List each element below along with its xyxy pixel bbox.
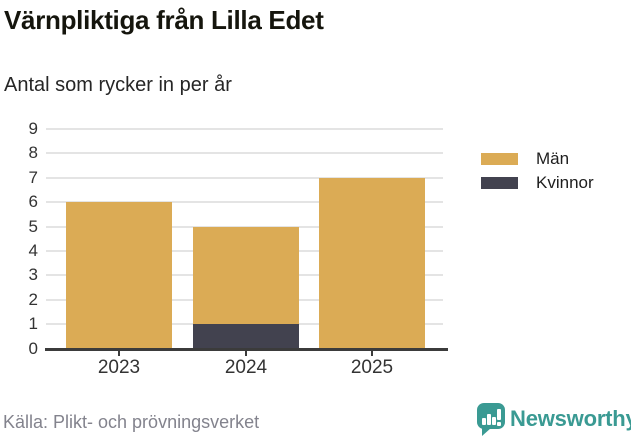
chart-subtitle: Antal som rycker in per år <box>4 74 232 96</box>
logo-exclamation-icon <box>497 409 501 420</box>
legend-swatch <box>481 177 518 189</box>
y-axis-tick-label: 7 <box>28 167 38 187</box>
y-axis-tick-label: 3 <box>28 265 38 285</box>
y-axis-tick-label: 9 <box>28 119 38 138</box>
newsworthy-logo: Newsworthy <box>477 402 631 438</box>
y-axis-tick-label: 8 <box>28 143 38 163</box>
y-axis-tick-label: 1 <box>28 314 38 334</box>
legend-item-Män: Män <box>481 149 594 168</box>
bar-segment-2025-Män <box>319 177 425 349</box>
x-axis-tick-label: 2025 <box>350 357 394 378</box>
bar-segment-2023-Män <box>66 202 172 349</box>
gridline-y-9 <box>46 128 443 130</box>
gridline-y-7 <box>46 176 443 179</box>
logo-bubble-tail <box>482 428 491 436</box>
y-axis-tick-label: 5 <box>28 216 38 236</box>
logo-chart-bar-icon <box>482 418 486 425</box>
bar-segment-2024-Män <box>193 226 299 325</box>
x-axis-tick <box>118 350 120 356</box>
logo-chart-bar-icon <box>487 414 491 425</box>
logo-speech-bubble-icon <box>477 403 505 429</box>
y-axis-tick-label: 0 <box>28 338 38 358</box>
gridline-y-6 <box>46 201 443 204</box>
y-axis-tick-label: 4 <box>28 241 38 261</box>
legend-label: Män <box>536 149 570 168</box>
x-axis-tick <box>245 350 247 356</box>
logo-chart-bar-icon <box>492 417 496 425</box>
x-axis-tick <box>371 350 373 356</box>
legend-label: Kvinnor <box>536 173 594 192</box>
gridline-y-8 <box>46 152 443 155</box>
y-axis-tick-label: 2 <box>28 289 38 309</box>
bar-segment-2024-Kvinnor <box>193 324 299 349</box>
x-axis-line <box>45 348 448 351</box>
x-axis-tick-label: 2023 <box>97 357 141 378</box>
chart-legend: Män Kvinnor <box>481 149 594 199</box>
source-attribution: Källa: Plikt- och prövningsverket <box>3 412 260 432</box>
page-title: Värnpliktiga från Lilla Edet <box>4 5 324 35</box>
logo-exclamation-dot-icon <box>497 422 501 426</box>
legend-swatch <box>481 153 518 165</box>
brand-name: Newsworthy <box>510 406 631 431</box>
legend-item-Kvinnor: Kvinnor <box>481 173 594 192</box>
y-axis-tick-label: 6 <box>28 192 38 212</box>
x-axis-tick-label: 2024 <box>224 357 268 378</box>
